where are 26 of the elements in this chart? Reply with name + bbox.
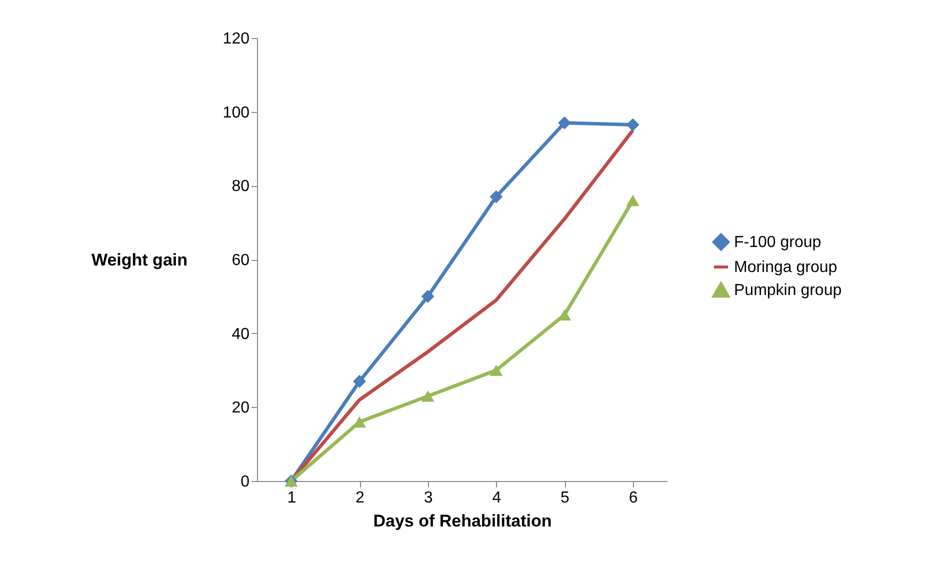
point — [626, 118, 640, 132]
y-tick-label: 80 — [232, 178, 250, 196]
point — [421, 290, 434, 303]
point — [558, 116, 572, 130]
x-tick-label: 1 — [287, 490, 296, 506]
point — [490, 364, 503, 376]
point — [626, 194, 640, 206]
y-tick-label: 100 — [222, 104, 250, 122]
y-tick-label: 0 — [240, 474, 250, 490]
point — [490, 190, 503, 204]
x-tick-label: 4 — [492, 490, 502, 506]
x-tick-label: 3 — [424, 490, 433, 506]
x-tick-label: 5 — [560, 490, 570, 506]
x-tick-label: 6 — [628, 490, 638, 506]
legend-label: F-100 group — [734, 234, 822, 251]
legend-label: Moringa group — [734, 259, 838, 276]
x-tick-label: 2 — [356, 490, 365, 506]
y-tick-label: 20 — [232, 400, 250, 417]
y-tick-label: 40 — [232, 326, 250, 343]
y-axis-title: Weight gain — [91, 250, 188, 270]
x-axis-title: Days of Rehabilitation — [373, 512, 552, 530]
point — [352, 374, 366, 388]
y-tick-label: 60 — [232, 252, 250, 269]
legend-label: Pumpkin group — [734, 282, 842, 299]
point — [421, 390, 434, 402]
y-tick-label: 120 — [222, 30, 250, 48]
